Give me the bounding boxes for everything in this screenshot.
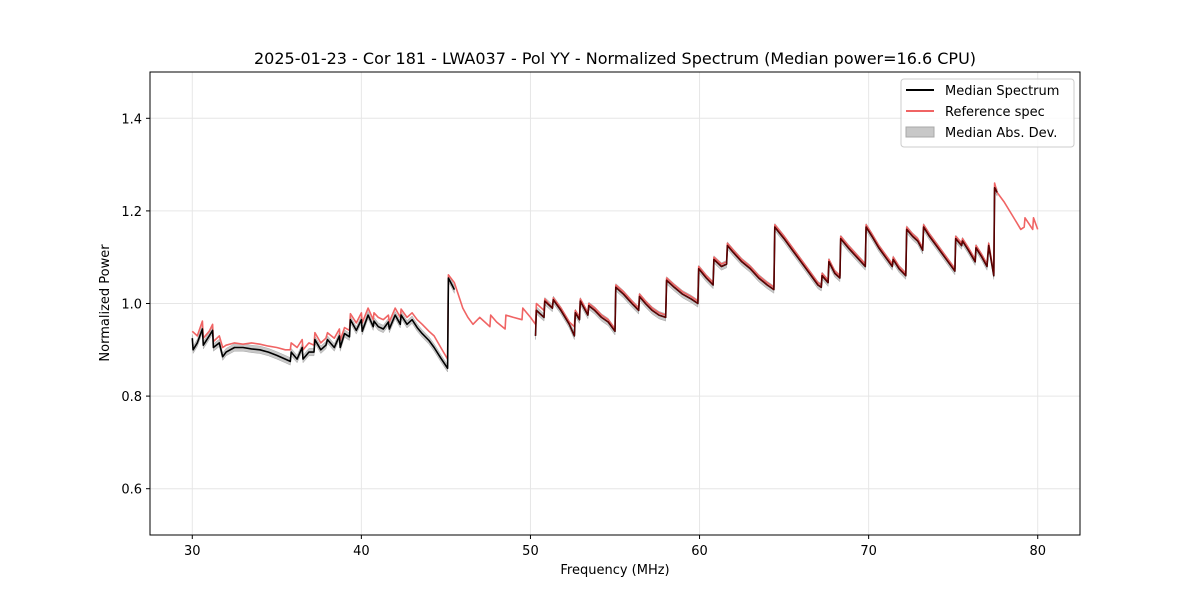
reference-spectrum-line [191,182,1039,360]
mad-band [535,183,998,340]
legend-mad-swatch [905,126,935,138]
median-reference-overlap-line [534,187,998,337]
legend-mad-label: Median Abs. Dev. [945,126,1057,141]
reference-spectrum-layer [191,182,1039,360]
y-tick-label: 0.6 [121,483,142,498]
y-tick-label: 1.0 [121,298,142,313]
x-axis-label: Frequency (MHz) [560,563,669,578]
y-tick-label: 1.2 [121,205,142,220]
legend-median-label: Median Spectrum [945,84,1059,99]
x-tick-label: 30 [184,544,201,559]
median-spectrum-line [191,277,456,370]
x-tick-label: 40 [353,544,370,559]
y-axis-label: Normalized Power [98,244,113,362]
x-axis-ticks: 30 40 50 60 70 80 [184,535,1046,559]
x-tick-label: 50 [522,544,539,559]
x-tick-label: 60 [691,544,708,559]
legend-reference-label: Reference spec [945,105,1045,120]
legend: Median Spectrum Reference spec Median Ab… [900,78,1075,148]
y-tick-label: 1.4 [121,112,142,127]
chart-title: 2025-01-23 - Cor 181 - LWA037 - Pol YY -… [254,49,976,68]
median-spectrum-layer [191,187,998,370]
y-axis-ticks: 0.6 0.8 1.0 1.2 1.4 [121,112,150,498]
y-tick-label: 0.8 [121,390,142,405]
x-tick-label: 70 [860,544,877,559]
legend-box [900,78,1075,148]
x-tick-label: 80 [1029,544,1046,559]
